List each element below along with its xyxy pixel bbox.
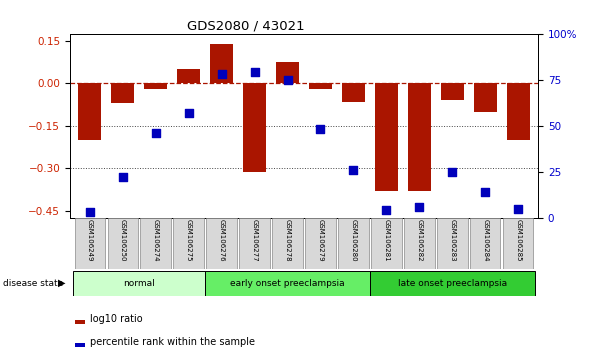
Text: GSM106278: GSM106278 (285, 219, 291, 262)
Bar (276, 62, 299, 83)
FancyBboxPatch shape (370, 271, 535, 296)
FancyBboxPatch shape (108, 218, 138, 269)
Point (216, 71, 226, 77)
Text: normal: normal (123, 279, 155, 288)
Bar (75, 320, 85, 324)
Text: GSM106279: GSM106279 (317, 219, 323, 262)
Bar (474, 83, 497, 112)
Bar (75, 343, 85, 347)
Bar (144, 83, 167, 89)
Point (118, 175, 128, 180)
Bar (210, 44, 233, 83)
Point (447, 169, 457, 175)
FancyBboxPatch shape (205, 271, 370, 296)
FancyBboxPatch shape (140, 218, 171, 269)
Bar (506, 83, 530, 140)
Text: GSM106282: GSM106282 (416, 219, 423, 262)
Text: late onset preeclampsia: late onset preeclampsia (398, 279, 507, 288)
Bar (441, 83, 464, 100)
Text: GSM106276: GSM106276 (219, 219, 224, 262)
Text: ▶: ▶ (58, 278, 65, 288)
Point (283, 77, 292, 82)
Text: GSM106284: GSM106284 (482, 219, 488, 262)
FancyBboxPatch shape (173, 218, 204, 269)
Text: GSM106249: GSM106249 (87, 219, 92, 262)
Bar (243, 83, 266, 172)
FancyBboxPatch shape (371, 218, 402, 269)
Text: log10 ratio: log10 ratio (89, 314, 142, 324)
Bar (309, 83, 332, 89)
Text: GSM106277: GSM106277 (252, 219, 258, 262)
FancyBboxPatch shape (437, 218, 468, 269)
Bar (408, 83, 431, 191)
Text: GSM106250: GSM106250 (120, 219, 126, 262)
FancyBboxPatch shape (272, 218, 303, 269)
FancyBboxPatch shape (305, 218, 336, 269)
Bar (111, 83, 134, 103)
Text: GDS2080 / 43021: GDS2080 / 43021 (187, 19, 305, 33)
Text: GSM106280: GSM106280 (350, 219, 356, 262)
Bar (78, 83, 102, 140)
Bar (342, 83, 365, 102)
FancyBboxPatch shape (470, 218, 500, 269)
Text: early onset preeclampsia: early onset preeclampsia (230, 279, 345, 288)
Point (316, 126, 325, 132)
FancyBboxPatch shape (404, 218, 435, 269)
FancyBboxPatch shape (240, 218, 270, 269)
Text: GSM106274: GSM106274 (153, 219, 159, 262)
Bar (177, 69, 200, 83)
FancyBboxPatch shape (73, 271, 205, 296)
FancyBboxPatch shape (503, 218, 533, 269)
Text: GSM106283: GSM106283 (449, 219, 455, 262)
Bar (375, 83, 398, 191)
Text: GSM106275: GSM106275 (185, 219, 192, 262)
Point (382, 207, 392, 213)
FancyBboxPatch shape (206, 218, 237, 269)
Point (513, 206, 523, 211)
Text: GSM106281: GSM106281 (384, 219, 389, 262)
Text: percentile rank within the sample: percentile rank within the sample (89, 337, 255, 347)
Point (348, 167, 358, 173)
FancyBboxPatch shape (75, 218, 105, 269)
Text: GSM106285: GSM106285 (516, 219, 521, 262)
FancyBboxPatch shape (338, 218, 368, 269)
Point (151, 130, 161, 136)
Text: disease state: disease state (3, 279, 63, 288)
Point (415, 204, 424, 210)
Point (250, 69, 260, 75)
Point (480, 189, 490, 195)
Point (85, 209, 95, 215)
Point (184, 110, 193, 116)
